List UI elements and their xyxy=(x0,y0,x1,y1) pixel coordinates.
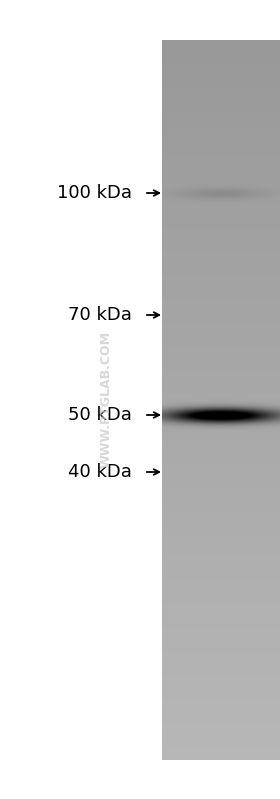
Text: 50 kDa: 50 kDa xyxy=(68,406,132,424)
Text: 70 kDa: 70 kDa xyxy=(68,306,132,324)
Text: WWW.PTGLAB.COM: WWW.PTGLAB.COM xyxy=(100,331,113,468)
Text: 100 kDa: 100 kDa xyxy=(57,184,132,202)
Text: 40 kDa: 40 kDa xyxy=(68,463,132,481)
